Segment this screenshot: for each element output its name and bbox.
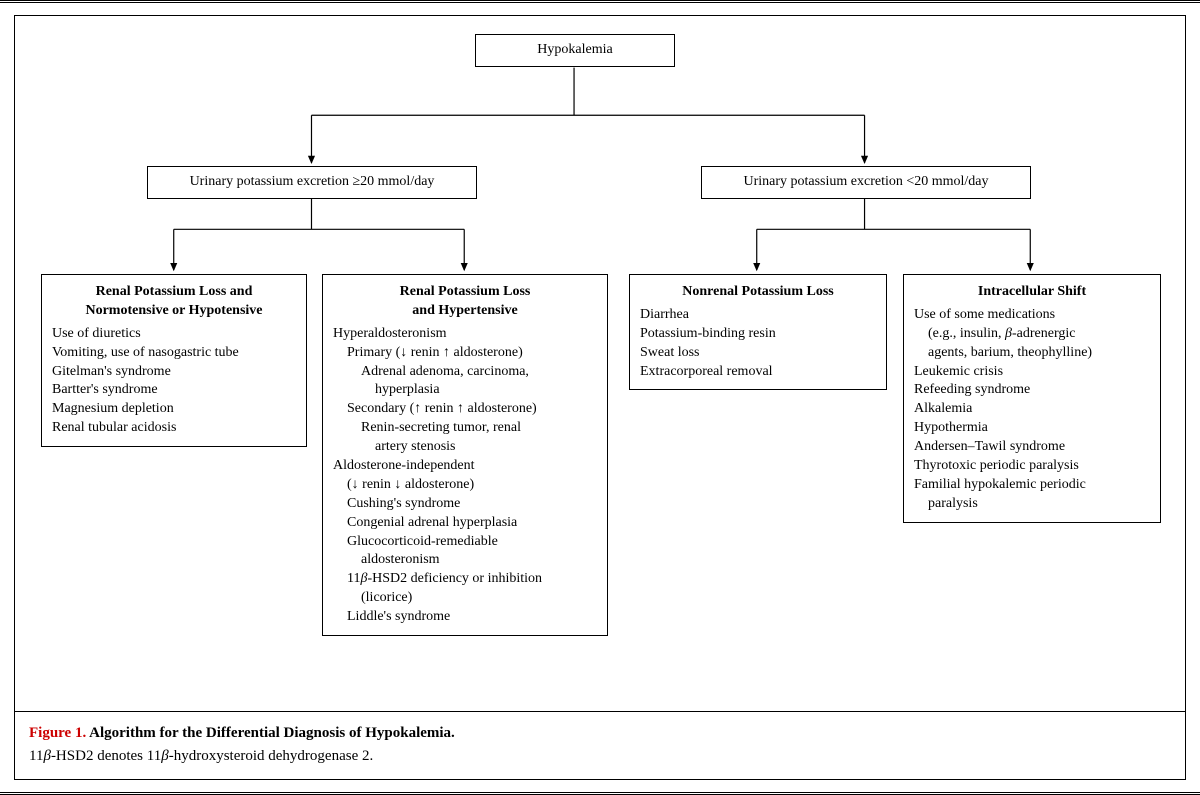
leaf3-item: Extracorporeal removal [640,363,876,382]
root-node: Hypokalemia [475,34,675,67]
caption-text: -HSD2 denotes 11 [51,748,161,764]
leaf3-title: Nonrenal Potassium Loss [640,283,876,302]
leaf1-item: Use of diuretics [52,325,296,344]
leaf4-item: agents, barium, theophylline) [914,344,1150,363]
leaf1-item: Magnesium depletion [52,400,296,419]
leaf2-item: hyperplasia [333,381,597,400]
leaf4-item: Thyrotoxic periodic paralysis [914,457,1150,476]
figure-caption: Figure 1. Algorithm for the Differential… [15,711,1185,779]
leaf2-item: Renin-secreting tumor, renal [333,419,597,438]
leaf-renal-hypertensive: Renal Potassium Loss and Hypertensive Hy… [322,274,608,636]
leaf4-item: Alkalemia [914,400,1150,419]
leaf4-item: (e.g., insulin, β-adrenergic [914,325,1150,344]
leaf1-item: Bartter's syndrome [52,381,296,400]
leaf2-item: Cushing's syndrome [333,495,597,514]
caption-text: -hydroxysteroid dehydrogenase 2. [169,748,374,764]
leaf2-item: Secondary (↑ renin ↑ aldosterone) [333,400,597,419]
leaf4-item: Refeeding syndrome [914,381,1150,400]
leaf-renal-normotensive: Renal Potassium Loss and Normotensive or… [41,274,307,447]
leaf1-item: Renal tubular acidosis [52,419,296,438]
leaf4-text: (e.g., insulin, [928,326,1005,341]
branch-right-label: Urinary potassium excretion <20 mmol/day [743,174,988,189]
leaf2-item: 11β-HSD2 deficiency or inhibition [333,570,597,589]
leaf2-item: aldosteronism [333,551,597,570]
leaf2-item: artery stenosis [333,438,597,457]
outer-frame: Hypokalemia Urinary potassium excretion … [0,0,1200,795]
leaf2-item: Congenial adrenal hyperplasia [333,514,597,533]
leaf4-item: Leukemic crisis [914,363,1150,382]
leaf4-item: Familial hypokalemic periodic [914,476,1150,495]
leaf2-item: Aldosterone-independent [333,457,597,476]
leaf2-text: -HSD2 deficiency or inhibition [367,571,542,586]
leaf2-item: Hyperaldosteronism [333,325,597,344]
branch-right-node: Urinary potassium excretion <20 mmol/day [701,166,1031,199]
leaf2-item: (licorice) [333,589,597,608]
figure-label: Figure 1. [29,725,86,741]
beta-symbol: β [161,748,168,764]
branch-left-node: Urinary potassium excretion ≥20 mmol/day [147,166,477,199]
leaf4-item: Andersen–Tawil syndrome [914,438,1150,457]
leaf1-title-line2: Normotensive or Hypotensive [85,303,262,318]
leaf2-title-line1: Renal Potassium Loss [400,284,531,299]
leaf2-text: 11 [347,571,360,586]
root-label: Hypokalemia [537,42,612,57]
beta-symbol: β [1005,326,1012,341]
inner-frame: Hypokalemia Urinary potassium excretion … [14,15,1186,780]
leaf4-title: Intracellular Shift [914,283,1150,302]
leaf4-item: Hypothermia [914,419,1150,438]
figure-note: 11β-HSD2 denotes 11β-hydroxysteroid dehy… [29,745,1171,768]
leaf2-item: (↓ renin ↓ aldosterone) [333,476,597,495]
beta-symbol: β [43,748,50,764]
figure-title: Algorithm for the Differential Diagnosis… [86,725,455,741]
leaf2-item: Primary (↓ renin ↑ aldosterone) [333,344,597,363]
leaf4-item: Use of some medications [914,306,1150,325]
leaf1-item: Vomiting, use of nasogastric tube [52,344,296,363]
leaf-nonrenal-loss: Nonrenal Potassium Loss Diarrhea Potassi… [629,274,887,390]
leaf4-item: paralysis [914,495,1150,514]
leaf3-item: Diarrhea [640,306,876,325]
leaf3-item: Potassium-binding resin [640,325,876,344]
leaf2-title-line2: and Hypertensive [412,303,517,318]
leaf3-item: Sweat loss [640,344,876,363]
leaf1-title-line1: Renal Potassium Loss and [96,284,253,299]
leaf4-text: -adrenergic [1012,326,1075,341]
leaf1-item: Gitelman's syndrome [52,363,296,382]
leaf2-item: Liddle's syndrome [333,608,597,627]
caption-text: 11 [29,748,43,764]
branch-left-label: Urinary potassium excretion ≥20 mmol/day [190,174,435,189]
leaf2-item: Glucocorticoid-remediable [333,533,597,552]
leaf2-item: Adrenal adenoma, carcinoma, [333,363,597,382]
leaf-intracellular-shift: Intracellular Shift Use of some medicati… [903,274,1161,523]
